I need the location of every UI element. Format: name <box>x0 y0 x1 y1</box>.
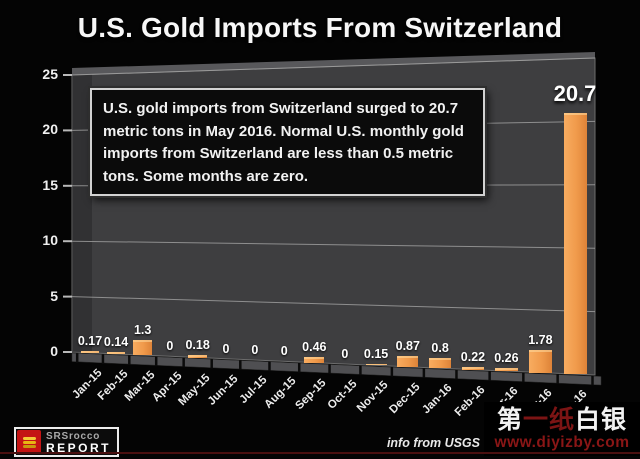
logo-brand-name: SRSrocco <box>46 430 101 442</box>
watermark-char: 白 <box>575 406 602 434</box>
bar-value-label: 20.7 <box>553 80 597 106</box>
bar-Feb-15 <box>106 352 126 354</box>
bar-Sep-15 <box>304 357 325 363</box>
bar-value-label: 0 <box>222 341 230 356</box>
logo-coin-icon <box>17 430 41 454</box>
bar-Apr-16 <box>529 350 552 373</box>
y-axis-label: 5 <box>50 287 58 304</box>
annotation-box: U.S. gold imports from Switzerland surge… <box>90 88 485 196</box>
bar-value-label: 0.14 <box>103 335 129 350</box>
watermark-chinese-text: 第一纸白银 <box>497 407 627 434</box>
watermark-char: 一 <box>522 406 549 434</box>
bar-Jan-15 <box>81 350 99 353</box>
y-axis-label: 15 <box>42 176 58 193</box>
bar-value-label: 0.8 <box>431 341 449 356</box>
y-axis-label: 10 <box>42 232 58 249</box>
bar-value-label: 0 <box>341 347 349 361</box>
bar-value-label: 0.17 <box>77 333 103 348</box>
wall-top-face <box>72 52 595 75</box>
bar-value-label: 0 <box>166 339 174 354</box>
bar-value-label: 0.26 <box>494 350 519 365</box>
bar-value-label: 1.3 <box>133 323 152 338</box>
gridline <box>71 296 596 313</box>
watermark-url: www.diyizby.com <box>494 434 630 451</box>
bar-value-label: 0.18 <box>185 338 210 353</box>
bar-value-label: 0 <box>251 343 259 358</box>
logo-brand-report: REPORT <box>46 440 112 455</box>
bar-Dec-15 <box>397 356 419 367</box>
y-axis-label: 0 <box>50 343 58 359</box>
watermark-char: 纸 <box>548 406 575 434</box>
bar-value-label: 0.22 <box>460 349 486 364</box>
bar-value-label: 0.15 <box>363 346 389 361</box>
bar-value-label: 0.87 <box>395 339 420 354</box>
bar-May-15 <box>188 355 208 358</box>
bar-Mar-16 <box>495 367 518 372</box>
watermark-char: 第 <box>496 406 523 434</box>
annotation-text: U.S. gold imports from Switzerland surge… <box>103 100 464 185</box>
bar-value-label: 0.46 <box>302 340 327 355</box>
gridline <box>71 240 596 249</box>
y-axis-label: 20 <box>42 121 58 138</box>
bar-value-label: 1.78 <box>528 333 553 348</box>
source-note: info from USGS <box>386 436 480 450</box>
bar-Feb-16 <box>462 366 484 370</box>
watermark-box: 第一纸白银 www.diyizby.com <box>484 402 640 456</box>
bar-May-16 <box>563 112 587 375</box>
y-axis-label: 25 <box>42 66 58 82</box>
logo-text: SRSrocco REPORT <box>42 429 117 455</box>
bottom-divider <box>0 452 640 454</box>
watermark-char: 银 <box>601 406 628 434</box>
bar-Mar-15 <box>133 340 152 356</box>
chart-title: U.S. Gold Imports From Switzerland <box>77 12 563 43</box>
gridline <box>71 57 596 76</box>
bar-Nov-15 <box>365 363 387 366</box>
coin-stack-icon <box>22 440 36 444</box>
bar-value-label: 0 <box>280 344 288 359</box>
wall-left-shade <box>72 74 92 353</box>
bar-Jan-16 <box>429 358 451 369</box>
